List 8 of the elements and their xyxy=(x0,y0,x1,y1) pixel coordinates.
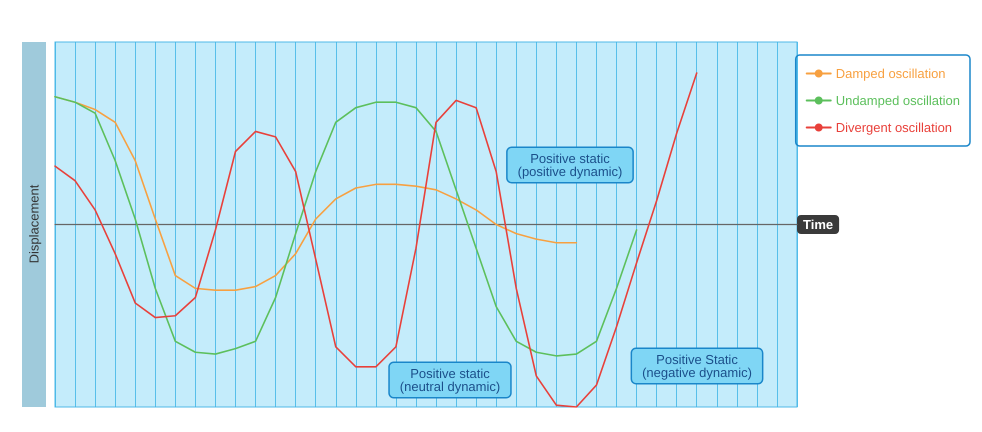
legend-label: Undamped oscillation xyxy=(836,93,960,108)
x-axis-title: Time xyxy=(803,217,834,232)
legend-label: Divergent oscillation xyxy=(836,120,952,135)
y-axis-title: Displacement xyxy=(26,184,42,264)
annotation: Positive Static (negative dynamic) xyxy=(642,352,752,380)
legend-label: Damped oscillation xyxy=(836,66,946,81)
annotation: Positive static (positive dynamic) xyxy=(518,151,622,179)
annotation: Positive static (neutral dynamic) xyxy=(400,366,500,394)
